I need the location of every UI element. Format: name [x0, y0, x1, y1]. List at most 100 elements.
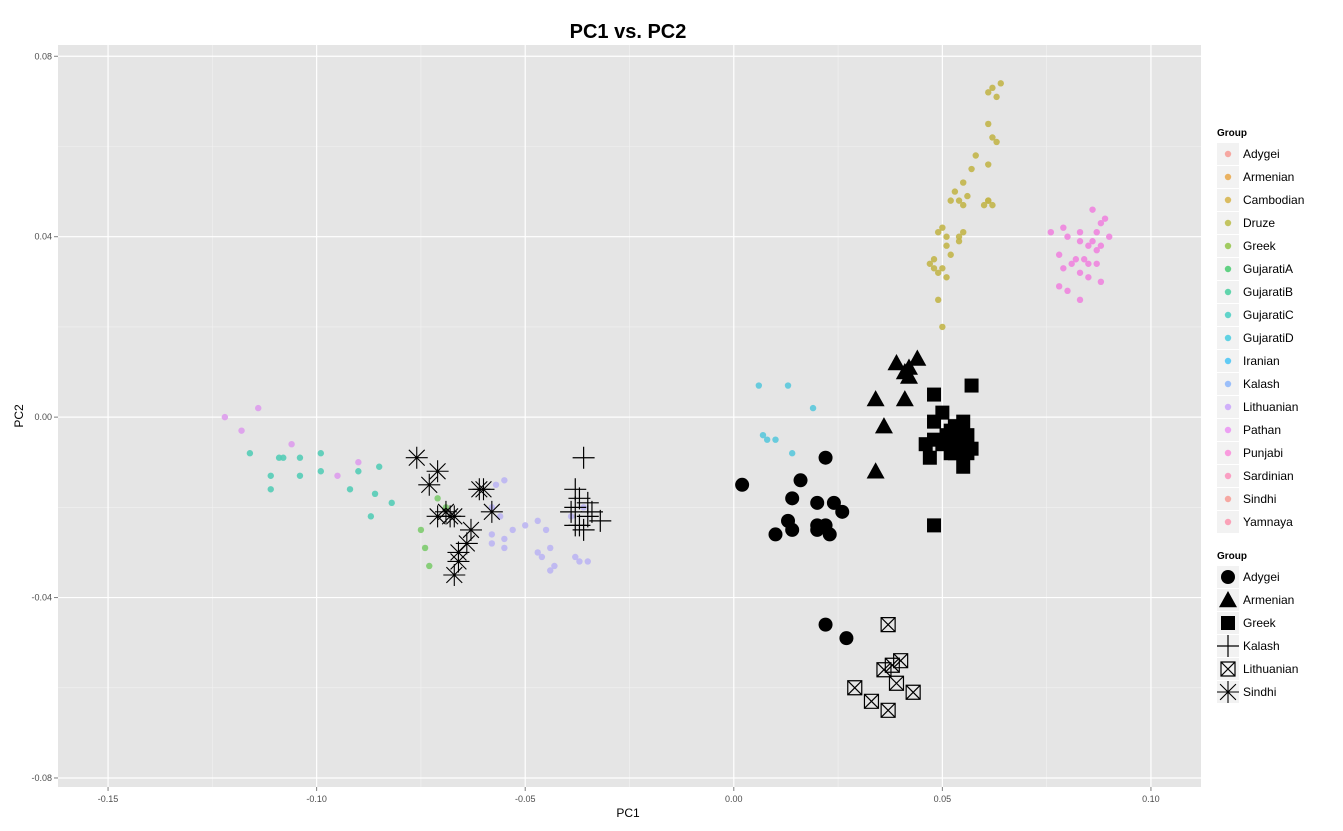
- data-point: [908, 349, 927, 366]
- data-point: [1085, 274, 1092, 281]
- series-sardinian: [1047, 206, 1113, 304]
- shape-legend-key: [1220, 661, 1236, 677]
- data-point: [943, 242, 950, 249]
- data-point: [785, 522, 800, 537]
- data-point: [538, 553, 546, 561]
- grid-lines: [58, 45, 1201, 787]
- data-point: [1064, 233, 1071, 240]
- data-point: [501, 535, 508, 543]
- color-legend-label: Druze: [1243, 216, 1275, 230]
- color-legend-label: Lithuanian: [1243, 400, 1298, 414]
- data-point: [985, 89, 992, 96]
- color-legend-key: [1224, 196, 1232, 204]
- shape-legend-key: [1217, 635, 1239, 657]
- data-point: [221, 413, 229, 421]
- shape-legend-key: [1219, 591, 1237, 608]
- data-point: [943, 274, 950, 281]
- data-point: [835, 504, 850, 519]
- data-point: [755, 382, 763, 389]
- data-point: [943, 233, 950, 240]
- data-point: [426, 505, 449, 528]
- data-point: [930, 256, 938, 263]
- data-point: [818, 450, 833, 465]
- data-point: [951, 188, 959, 195]
- data-point: [443, 564, 466, 586]
- data-point: [785, 491, 800, 506]
- data-point: [980, 201, 988, 209]
- color-legend-label: Kalash: [1243, 377, 1280, 391]
- color-legend-key: [1224, 449, 1232, 457]
- shape-legend-key: [1221, 616, 1235, 630]
- data-point: [972, 152, 979, 159]
- data-point: [1089, 206, 1096, 213]
- series-greek: [918, 378, 979, 533]
- data-point: [542, 526, 550, 534]
- shape-legend-label: Lithuanian: [1243, 662, 1298, 676]
- shape-legend-label: Kalash: [1243, 639, 1280, 653]
- data-point: [1093, 247, 1100, 254]
- data-point: [759, 431, 767, 439]
- data-point: [371, 490, 379, 498]
- color-legend-label: Armenian: [1243, 170, 1294, 184]
- color-legend-key: [1224, 357, 1232, 365]
- data-point: [788, 450, 796, 457]
- data-point: [1097, 219, 1105, 227]
- plot-panel: [58, 45, 1201, 787]
- x-tick-label: 0.10: [1142, 794, 1160, 804]
- data-point: [866, 390, 885, 407]
- data-point: [985, 197, 992, 204]
- data-point: [376, 463, 383, 470]
- data-point: [1068, 260, 1075, 267]
- data-point: [417, 526, 425, 534]
- data-point: [346, 486, 354, 493]
- data-point: [899, 367, 918, 384]
- data-point: [818, 617, 833, 632]
- data-point: [288, 440, 295, 448]
- y-tick-label: 0.04: [34, 232, 52, 242]
- data-point: [866, 462, 885, 479]
- color-legend-label: Sardinian: [1243, 469, 1294, 483]
- shape-legend-label: Armenian: [1243, 593, 1294, 607]
- data-point: [455, 532, 478, 555]
- y-tick-label: 0.00: [34, 412, 52, 422]
- data-point: [763, 436, 771, 443]
- data-point: [572, 553, 579, 561]
- data-point: [1055, 251, 1063, 258]
- data-point: [472, 478, 495, 501]
- data-point: [880, 702, 896, 718]
- color-legend-key: [1224, 426, 1232, 434]
- data-point: [956, 459, 971, 474]
- color-legend-label: Greek: [1243, 239, 1277, 253]
- data-point: [960, 201, 967, 209]
- data-point: [1085, 242, 1092, 249]
- data-point: [927, 518, 942, 533]
- data-point: [589, 509, 612, 532]
- shape-legend-label: Adygei: [1243, 570, 1280, 584]
- data-point: [501, 544, 508, 552]
- data-point: [501, 477, 508, 484]
- data-point: [576, 558, 583, 565]
- data-point: [1072, 256, 1080, 263]
- data-point: [551, 562, 558, 570]
- data-point: [863, 693, 880, 709]
- data-points: [221, 80, 1113, 718]
- data-point: [947, 251, 954, 258]
- color-legend-key: [1224, 334, 1232, 342]
- data-point: [930, 265, 938, 272]
- data-point: [480, 500, 503, 523]
- data-point: [960, 179, 967, 186]
- data-point: [1076, 296, 1084, 304]
- data-point: [1064, 287, 1071, 295]
- data-point: [1076, 228, 1084, 236]
- data-point: [939, 224, 946, 231]
- data-point: [772, 436, 779, 443]
- data-point: [547, 544, 554, 552]
- data-point: [447, 550, 470, 573]
- data-point: [547, 567, 554, 574]
- color-legend-label: GujaratiA: [1243, 262, 1293, 276]
- color-legend-key: [1224, 288, 1232, 296]
- data-point: [572, 518, 595, 541]
- shape-legend: Group Adygei Armenian Greek Kalash Lithuania…: [1217, 551, 1298, 703]
- data-point: [572, 446, 595, 469]
